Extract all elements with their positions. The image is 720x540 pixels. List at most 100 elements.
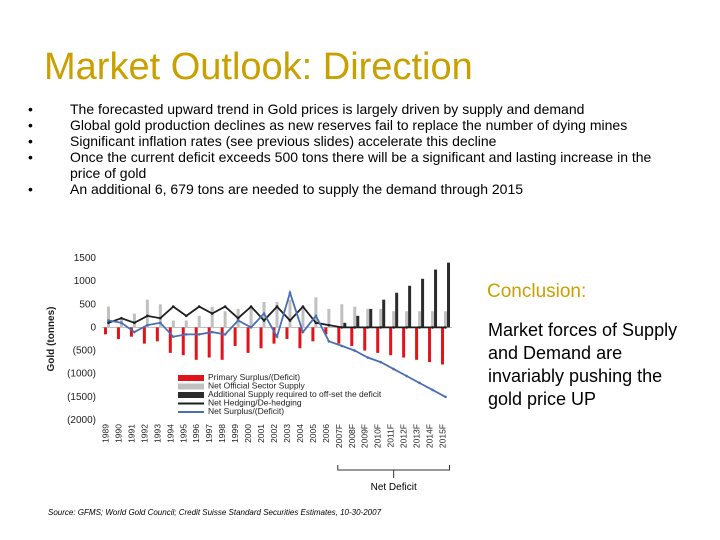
series-point xyxy=(133,321,136,325)
series-point xyxy=(366,326,370,329)
x-tick-label: 1993 xyxy=(152,424,162,443)
bar xyxy=(223,311,227,328)
series-point xyxy=(223,305,227,308)
series-point xyxy=(327,323,331,327)
x-tick-label: 2014F xyxy=(425,424,435,448)
series-point xyxy=(262,319,266,322)
x-tick-label: 2005 xyxy=(308,424,318,443)
bar xyxy=(210,306,214,328)
series-point xyxy=(366,356,370,359)
series-point xyxy=(159,321,162,325)
y-tick-label: (500) xyxy=(73,346,96,357)
series-point xyxy=(301,330,305,334)
bar xyxy=(103,327,107,335)
bar xyxy=(408,285,412,328)
bar xyxy=(197,315,201,328)
bar xyxy=(145,299,149,328)
y-tick-label: (1500) xyxy=(67,392,96,403)
series-point xyxy=(184,333,188,336)
x-tick-label: 2002 xyxy=(269,424,279,443)
series-point xyxy=(120,316,123,320)
y-tick-label: 1500 xyxy=(74,253,97,264)
x-tick-label: 1989 xyxy=(100,424,110,443)
series-point xyxy=(353,326,357,329)
slide-title: Market Outlook: Direction xyxy=(44,46,473,88)
legend-label: Net Hedging/De-hedging xyxy=(208,398,302,408)
bar xyxy=(415,327,419,360)
bullet-item: • The forecasted upward trend in Gold pri… xyxy=(28,101,678,117)
bar xyxy=(327,308,331,328)
bar xyxy=(132,313,136,328)
bar xyxy=(272,327,276,344)
bar xyxy=(402,327,406,358)
series-point xyxy=(249,326,253,329)
bar xyxy=(246,327,250,353)
series-point xyxy=(418,381,421,385)
series-point xyxy=(107,321,110,325)
bar xyxy=(340,304,344,328)
supply-demand-chart: 1500 1000 500 0 (500) (1000) (1500) (2000) Gold … xyxy=(46,253,452,493)
bullet-text: An additional 6, 679 tons are needed to … xyxy=(70,181,524,197)
bar xyxy=(379,308,383,328)
x-tick-label: 2013F xyxy=(412,424,422,448)
series-point xyxy=(444,326,447,329)
series-point xyxy=(327,340,331,343)
bar xyxy=(220,327,224,360)
x-tick-label: 2012F xyxy=(399,424,409,448)
bullet-dot-icon: • xyxy=(28,149,33,165)
bullet-text: Global gold production declines as new r… xyxy=(70,117,628,133)
series-point xyxy=(146,314,149,318)
net-deficit-bracket xyxy=(337,465,451,471)
series-point xyxy=(197,333,201,336)
bar xyxy=(181,327,185,356)
bar xyxy=(421,278,425,328)
x-tick-label: 2003 xyxy=(282,424,292,443)
bar xyxy=(311,327,315,342)
bar xyxy=(353,306,357,328)
bar xyxy=(434,269,438,328)
x-tick-label: 2010F xyxy=(373,424,383,448)
bar xyxy=(142,327,146,344)
series-point xyxy=(236,319,240,322)
bar xyxy=(184,320,188,328)
bar xyxy=(363,327,367,351)
x-tick-label: 2000 xyxy=(243,424,253,443)
bar xyxy=(301,306,305,328)
series-point xyxy=(223,333,227,336)
x-tick-label: 1999 xyxy=(230,424,240,443)
bullet-item: • Global gold production declines as new … xyxy=(28,117,678,133)
x-tick-label: 1995 xyxy=(178,424,188,443)
series-point xyxy=(418,326,421,329)
y-tick-label: 500 xyxy=(79,299,96,310)
bar xyxy=(171,320,175,328)
series-point xyxy=(392,326,395,329)
legend-swatch xyxy=(178,383,204,390)
bullet-list: • The forecasted upward trend in Gold pri… xyxy=(28,101,678,197)
bar xyxy=(350,327,354,346)
bar xyxy=(129,327,133,337)
x-tick-label: 1990 xyxy=(113,424,123,443)
bar xyxy=(298,327,302,349)
x-tick-label: 2008F xyxy=(347,424,357,448)
bar xyxy=(376,327,380,353)
conclusion-heading: Conclusion: xyxy=(487,281,587,302)
bar xyxy=(431,311,435,328)
series-point xyxy=(379,326,383,329)
bar xyxy=(441,327,445,365)
bar xyxy=(155,327,159,342)
bar xyxy=(233,327,237,346)
series-point xyxy=(340,326,344,329)
y-tick-label: (1000) xyxy=(67,369,96,380)
bar xyxy=(285,327,289,339)
x-tick-label: 2011F xyxy=(386,424,396,447)
bullet-dot-icon: • xyxy=(28,117,33,133)
series-point xyxy=(262,312,266,315)
bar xyxy=(249,306,253,328)
series-point xyxy=(288,291,292,295)
bullet-item: • An additional 6, 679 tons are needed to… xyxy=(28,181,678,197)
bullet-dot-icon: • xyxy=(28,133,33,149)
bullet-item: • Once the current deficit exceeds 500 to… xyxy=(28,149,678,181)
legend-swatch xyxy=(178,392,204,398)
series-point xyxy=(431,326,434,329)
series-point xyxy=(288,319,292,322)
